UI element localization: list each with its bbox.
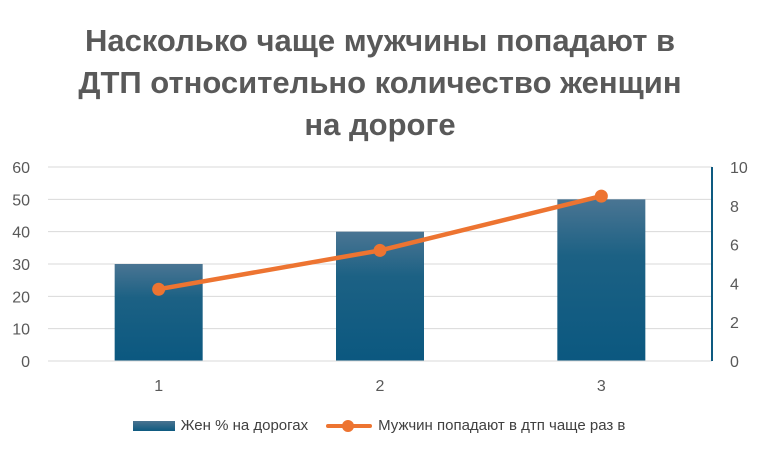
line-point [152,282,166,296]
bar [557,199,646,361]
x-tick-label: 3 [597,378,606,395]
y-left-tick-label: 10 [12,322,30,339]
legend: Жен % на дорогах Мужчин попадают в дтп ч… [0,417,758,434]
x-tick-label: 2 [376,378,385,395]
y-left-tick-label: 20 [12,289,30,306]
bar [114,264,203,361]
y-right-tick-label: 8 [730,199,739,216]
legend-line-swatch [326,419,373,433]
y-left-tick-label: 50 [12,192,30,209]
line-series [152,189,608,296]
y-right-tick-label: 10 [730,160,748,177]
y-left-tick-label: 30 [12,257,30,274]
legend-label-bars: Жен % на дорогах [180,417,309,434]
y-right-tick-label: 4 [730,276,739,293]
chart-title: Насколько чаще мужчины попадают в ДТП от… [78,23,682,142]
legend-bar-swatch [132,420,175,431]
axes [48,167,713,362]
bar-series [114,199,646,361]
x-tick-label: 1 [154,378,163,395]
line-point [373,243,387,257]
y-left-tick-label: 40 [12,225,30,242]
legend-item-bars: Жен % на дорогах [132,417,309,434]
y-left-tick-label: 60 [12,160,30,177]
y-right-tick-label: 6 [730,238,739,255]
legend-item-line: Мужчин попадают в дтп чаще раз в [326,417,625,434]
y-left-tick-label: 0 [21,354,30,371]
line-point [594,189,608,203]
legend-label-line: Мужчин попадают в дтп чаще раз в [378,417,626,434]
y-right-tick-label: 2 [730,315,739,332]
y-right-tick-label: 0 [730,354,739,371]
